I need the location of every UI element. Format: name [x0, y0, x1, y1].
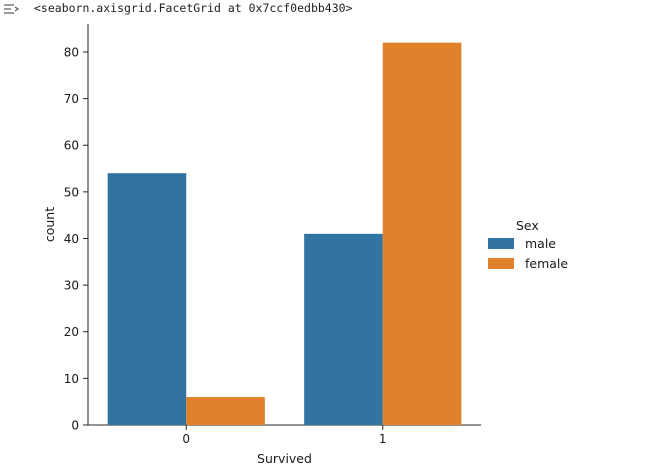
y-tick-label: 50: [64, 185, 79, 199]
output-arrow-icon[interactable]: [2, 1, 20, 17]
bar-female-1: [382, 42, 462, 426]
output-repr-text: <seaborn.axisgrid.FacetGrid at 0x7ccf0ed…: [34, 1, 353, 15]
chart-ticks: 0 10 20 30 40 50 60 70 80 0 1: [64, 45, 387, 446]
bar-male-1: [304, 233, 383, 425]
y-tick-label: 40: [64, 232, 79, 246]
cell-output-row: <seaborn.axisgrid.FacetGrid at 0x7ccf0ed…: [0, 0, 661, 18]
y-tick-label: 20: [64, 325, 79, 339]
y-tick-label: 10: [64, 372, 79, 386]
chart-bars: [107, 42, 462, 426]
bar-female-0: [186, 397, 265, 425]
bar-male-0: [107, 173, 187, 425]
y-tick-label: 30: [64, 279, 79, 293]
chart-legend: Sex male female: [488, 218, 568, 271]
y-tick-label: 60: [64, 139, 79, 153]
legend-swatch-female: [488, 258, 514, 269]
legend-swatch-male: [488, 238, 514, 249]
y-tick-label: 70: [64, 92, 79, 106]
x-axis-label: Survived: [257, 451, 312, 466]
legend-label-female: female: [525, 256, 568, 271]
legend-title: Sex: [516, 218, 539, 233]
x-tick-label: 0: [182, 432, 190, 446]
y-tick-label: 80: [64, 45, 79, 59]
legend-label-male: male: [525, 236, 556, 251]
y-axis-label: count: [42, 207, 57, 242]
y-tick-label: 0: [71, 419, 79, 433]
x-tick-label: 1: [379, 432, 387, 446]
